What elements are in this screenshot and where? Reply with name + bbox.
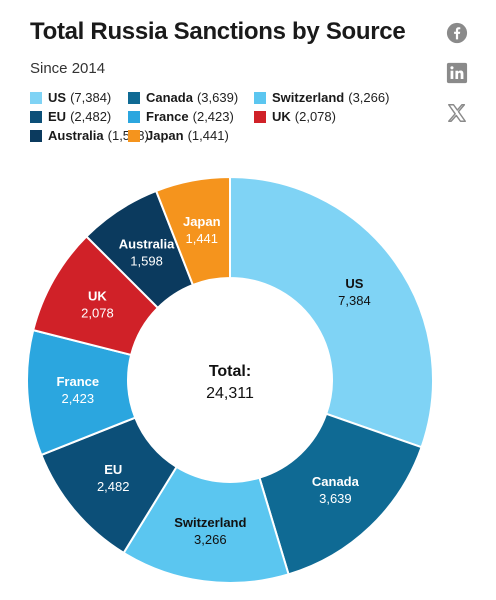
legend-swatch (128, 129, 140, 142)
legend-label: Canada (146, 90, 193, 105)
legend-swatch (128, 110, 140, 123)
slice-value: 3,266 (194, 532, 227, 547)
linkedin-icon[interactable] (446, 62, 468, 84)
share-bar (446, 22, 468, 124)
legend-label: France (146, 109, 189, 124)
legend-label: Switzerland (272, 90, 345, 105)
slice-label: Japan (183, 214, 221, 229)
legend-item-france: France (2,423) (128, 109, 254, 124)
legend-label: Japan (146, 128, 184, 143)
legend-value: (2,078) (294, 109, 336, 124)
slice-value: 2,078 (81, 306, 114, 321)
legend-item-canada: Canada (3,639) (128, 90, 254, 105)
legend-swatch (128, 91, 140, 104)
legend-swatch (254, 110, 266, 123)
legend-swatch (254, 91, 266, 104)
chart-title: Total Russia Sanctions by Source (30, 18, 406, 45)
legend-item-uk: UK (2,078) (254, 109, 404, 124)
x-icon[interactable] (446, 102, 468, 124)
legend-item-switzerland: Switzerland (3,266) (254, 90, 404, 105)
legend-value: (3,639) (196, 90, 239, 105)
slice-label: US (345, 276, 363, 291)
legend-swatch (30, 129, 42, 142)
chart-subtitle: Since 2014 (30, 60, 106, 77)
legend-value: (2,482) (70, 109, 112, 124)
slice-label: UK (88, 289, 107, 304)
legend-item-japan: Japan (1,441) (128, 128, 254, 143)
slice-label: France (56, 374, 99, 389)
slice-value: 3,639 (319, 491, 352, 506)
legend-label: US (48, 90, 67, 105)
slice-label: Australia (119, 236, 175, 251)
legend-item-eu: EU (2,482) (30, 109, 128, 124)
slice-value: 7,384 (338, 293, 371, 308)
center-total-label: Total: (209, 363, 251, 380)
slice-label: Switzerland (174, 515, 246, 530)
slice-label: Canada (312, 474, 360, 489)
legend-value: (3,266) (348, 90, 390, 105)
chart-legend: US (7,384) Canada (3,639) Switzerland (3,266)… (30, 90, 410, 143)
slice-value: 1,441 (185, 231, 218, 246)
legend-value: (7,384) (70, 90, 112, 105)
slice-value: 2,423 (62, 391, 95, 406)
legend-label: EU (48, 109, 67, 124)
donut-chart: US 7,384 Canada 3,639 Switzerland 3,266 EU 2,48… (26, 175, 434, 584)
legend-value: (2,423) (192, 109, 234, 124)
slice-value: 2,482 (97, 479, 130, 494)
slice-value: 1,598 (130, 253, 163, 268)
legend-label: Australia (48, 128, 104, 143)
legend-swatch (30, 91, 42, 104)
slice-japan (154, 175, 231, 287)
center-total-value: 24,311 (206, 385, 254, 402)
legend-value: (1,441) (187, 128, 229, 143)
legend-item-us: US (7,384) (30, 90, 128, 105)
legend-swatch (30, 110, 42, 123)
slice-us (229, 175, 434, 449)
legend-label: UK (272, 109, 291, 124)
facebook-icon[interactable] (446, 22, 468, 44)
slice-label: EU (104, 462, 122, 477)
legend-item-australia: Australia(1,598) (30, 128, 149, 143)
slice-canada (258, 412, 423, 576)
